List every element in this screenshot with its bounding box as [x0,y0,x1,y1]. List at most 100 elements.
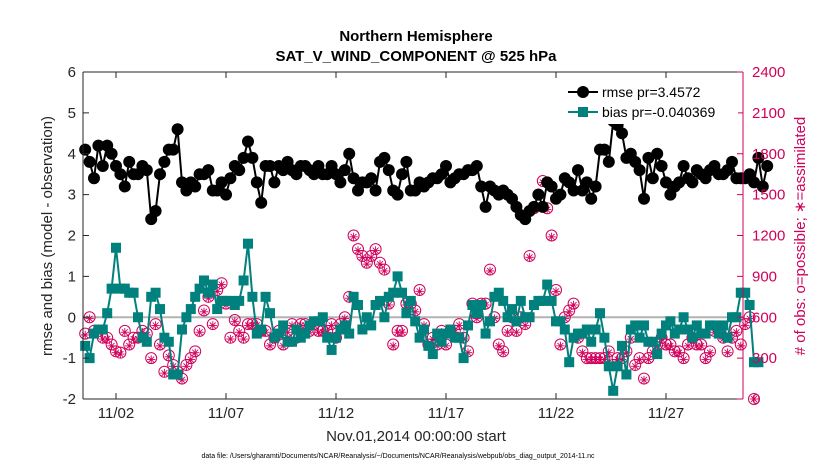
bias-point [471,308,482,319]
obs-assimilated-point [265,341,275,351]
bias-point [234,295,245,306]
obs-assimilated-point [195,328,204,337]
bias-point [405,295,416,306]
chart-title: Northern Hemisphere [339,28,492,45]
y-tick-label: 2 [68,228,76,245]
bias-point [515,295,526,306]
rmse-point [567,184,580,197]
rmse-point [602,155,615,168]
bias-point [238,275,249,286]
bias-point [485,316,495,327]
bias-point [388,287,399,298]
rmse-point [589,180,602,193]
rmse-point [479,200,492,213]
y-tick-label-right: 0 [752,391,760,408]
obs-assimilated-point [230,317,239,326]
obs-assimilated-point [111,348,121,357]
chart-subtitle: SAT_V_WIND_COMPONENT @ 525 hPa [275,48,557,65]
y-tick-label: 1 [68,268,76,285]
bias-point [133,312,143,323]
bias-point [150,287,161,298]
rmse-point [171,123,184,136]
bias-point [419,324,429,335]
rmse-point [677,160,690,173]
obs-assimilated-point [147,355,156,364]
rmse-point [224,172,237,185]
bias-point [243,238,253,249]
bias-point [260,291,271,302]
obs-assimilated-point [226,334,235,344]
rmse-point [554,188,567,201]
obs-assimilated-point [705,348,715,357]
x-tick-label: 11/02 [98,405,134,422]
rmse-point [264,160,276,173]
y-tick-label-right: 900 [752,268,777,285]
rmse-point [149,204,162,217]
obs-assimilated-point [485,266,495,276]
bias-point [353,299,363,310]
obs-assimilated-point [697,341,706,351]
bias-point [344,328,355,339]
bias-point [713,328,724,339]
bias-point [357,324,368,335]
bias-point [454,332,465,343]
bias-point [361,312,372,323]
rmse-point [572,164,584,177]
obs-assimilated-point [639,375,649,385]
legend-box [560,78,738,124]
obs-assimilated-point [644,355,653,364]
bias-point [731,312,742,323]
obs-assimilated-point [551,287,561,296]
rmse-point [598,143,611,156]
bias-point [326,344,337,355]
bias-point [265,308,275,319]
obs-assimilated-point [389,341,398,351]
rmse-point [470,160,483,173]
rmse-point [167,143,180,156]
y-tick-label: 6 [68,64,76,81]
bias-point [595,308,605,319]
obs-assimilated-point [521,321,530,330]
rmse-point [378,151,391,164]
bias-point [278,320,289,331]
rmse-point [268,176,281,189]
rmse-point [686,176,699,189]
rmse-point [154,168,166,181]
legend-rmse-marker [577,86,589,98]
bias-point [683,324,693,335]
plot-area [83,72,743,399]
bias-point [687,332,698,343]
bias-point [581,324,592,335]
bias-point [542,279,553,290]
bias-point [331,332,341,343]
y-tick-label-right: 1800 [752,146,785,163]
rmse-point [585,192,598,205]
bias-point [199,275,209,286]
bias-point [212,304,223,315]
bias-point [753,357,764,368]
obs-assimilated-point [631,362,640,371]
legend-rmse-label: rmse pr=3.4572 [602,84,701,100]
obs-assimilated-point [723,348,732,357]
obs-assimilated-point [120,328,129,337]
obs-assimilated-point [349,232,358,242]
obs-assimilated-point [415,287,424,296]
obs-assimilated-point [499,348,508,357]
bias-point [665,316,676,327]
y-tick-label-right: 2100 [752,105,785,122]
bias-point [634,332,645,343]
y-tick-label: -2 [63,391,76,408]
rmse-point [646,172,659,185]
bias-point [445,324,456,335]
bias-point [172,369,183,380]
rmse-point [343,147,356,160]
rmse-point [237,151,250,164]
obs-assimilated-point [749,394,759,404]
bias-point [467,299,478,310]
y-tick-label: 0 [68,309,76,326]
y-tick-label: 5 [68,105,76,122]
bias-point [423,340,434,351]
rmse-point [114,168,127,181]
obs-assimilated-point [81,330,90,340]
bias-point [203,287,214,298]
